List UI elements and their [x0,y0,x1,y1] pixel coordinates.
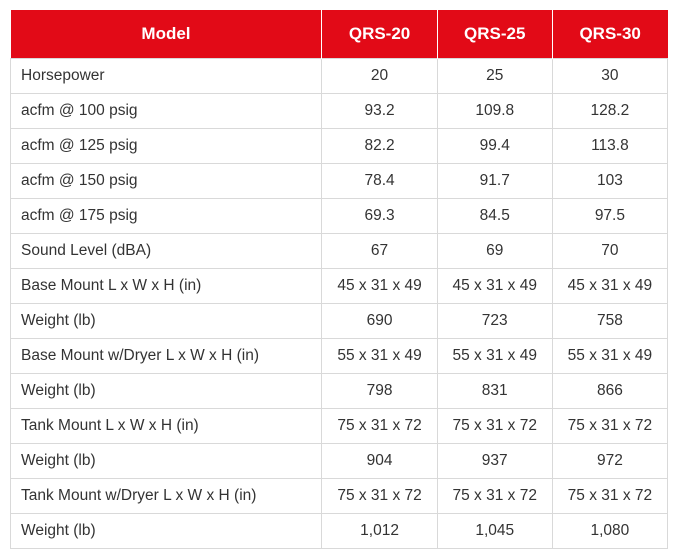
row-value: 75 x 31 x 72 [437,479,552,514]
header-col-1: QRS-25 [437,10,552,59]
row-value: 831 [437,374,552,409]
row-value: 45 x 31 x 49 [437,269,552,304]
row-label: Tank Mount L x W x H (in) [11,409,322,444]
row-value: 93.2 [322,94,437,129]
table-body: Horsepower202530acfm @ 100 psig93.2109.8… [11,59,668,549]
row-label: Weight (lb) [11,374,322,409]
row-value: 1,012 [322,514,437,549]
table-row: Horsepower202530 [11,59,668,94]
row-value: 82.2 [322,129,437,164]
row-value: 78.4 [322,164,437,199]
row-label: Base Mount w/Dryer L x W x H (in) [11,339,322,374]
header-col-0: QRS-20 [322,10,437,59]
table-row: Tank Mount w/Dryer L x W x H (in)75 x 31… [11,479,668,514]
row-value: 690 [322,304,437,339]
row-value: 67 [322,234,437,269]
row-value: 798 [322,374,437,409]
row-value: 75 x 31 x 72 [552,409,667,444]
table-row: Weight (lb)904937972 [11,444,668,479]
table-row: Sound Level (dBA)676970 [11,234,668,269]
row-value: 69.3 [322,199,437,234]
table-row: Weight (lb)798831866 [11,374,668,409]
row-value: 937 [437,444,552,479]
row-value: 20 [322,59,437,94]
row-value: 113.8 [552,129,667,164]
row-value: 75 x 31 x 72 [322,479,437,514]
row-label: acfm @ 125 psig [11,129,322,164]
row-value: 904 [322,444,437,479]
row-value: 55 x 31 x 49 [437,339,552,374]
row-value: 75 x 31 x 72 [552,479,667,514]
row-value: 70 [552,234,667,269]
row-value: 723 [437,304,552,339]
table-row: acfm @ 100 psig93.2109.8128.2 [11,94,668,129]
table-row: Base Mount w/Dryer L x W x H (in)55 x 31… [11,339,668,374]
row-value: 866 [552,374,667,409]
header-model: Model [11,10,322,59]
table-row: Weight (lb)1,0121,0451,080 [11,514,668,549]
table-row: Base Mount L x W x H (in)45 x 31 x 4945 … [11,269,668,304]
row-value: 91.7 [437,164,552,199]
row-value: 972 [552,444,667,479]
table-row: Weight (lb)690723758 [11,304,668,339]
row-value: 758 [552,304,667,339]
row-value: 99.4 [437,129,552,164]
header-col-2: QRS-30 [552,10,667,59]
row-label: Weight (lb) [11,304,322,339]
row-value: 1,045 [437,514,552,549]
row-value: 55 x 31 x 49 [322,339,437,374]
table-row: Tank Mount L x W x H (in)75 x 31 x 7275 … [11,409,668,444]
table-row: acfm @ 150 psig78.491.7103 [11,164,668,199]
row-label: acfm @ 100 psig [11,94,322,129]
row-value: 25 [437,59,552,94]
row-label: Tank Mount w/Dryer L x W x H (in) [11,479,322,514]
row-value: 103 [552,164,667,199]
header-row: Model QRS-20 QRS-25 QRS-30 [11,10,668,59]
row-value: 84.5 [437,199,552,234]
row-label: acfm @ 175 psig [11,199,322,234]
row-value: 55 x 31 x 49 [552,339,667,374]
row-value: 97.5 [552,199,667,234]
row-label: Horsepower [11,59,322,94]
row-value: 30 [552,59,667,94]
row-label: Weight (lb) [11,444,322,479]
row-value: 75 x 31 x 72 [437,409,552,444]
row-label: Sound Level (dBA) [11,234,322,269]
row-label: acfm @ 150 psig [11,164,322,199]
row-value: 1,080 [552,514,667,549]
spec-table: Model QRS-20 QRS-25 QRS-30 Horsepower202… [10,10,668,549]
row-value: 69 [437,234,552,269]
row-value: 45 x 31 x 49 [322,269,437,304]
row-value: 45 x 31 x 49 [552,269,667,304]
row-value: 109.8 [437,94,552,129]
row-value: 128.2 [552,94,667,129]
row-value: 75 x 31 x 72 [322,409,437,444]
table-row: acfm @ 125 psig82.299.4113.8 [11,129,668,164]
table-row: acfm @ 175 psig69.384.597.5 [11,199,668,234]
row-label: Base Mount L x W x H (in) [11,269,322,304]
row-label: Weight (lb) [11,514,322,549]
